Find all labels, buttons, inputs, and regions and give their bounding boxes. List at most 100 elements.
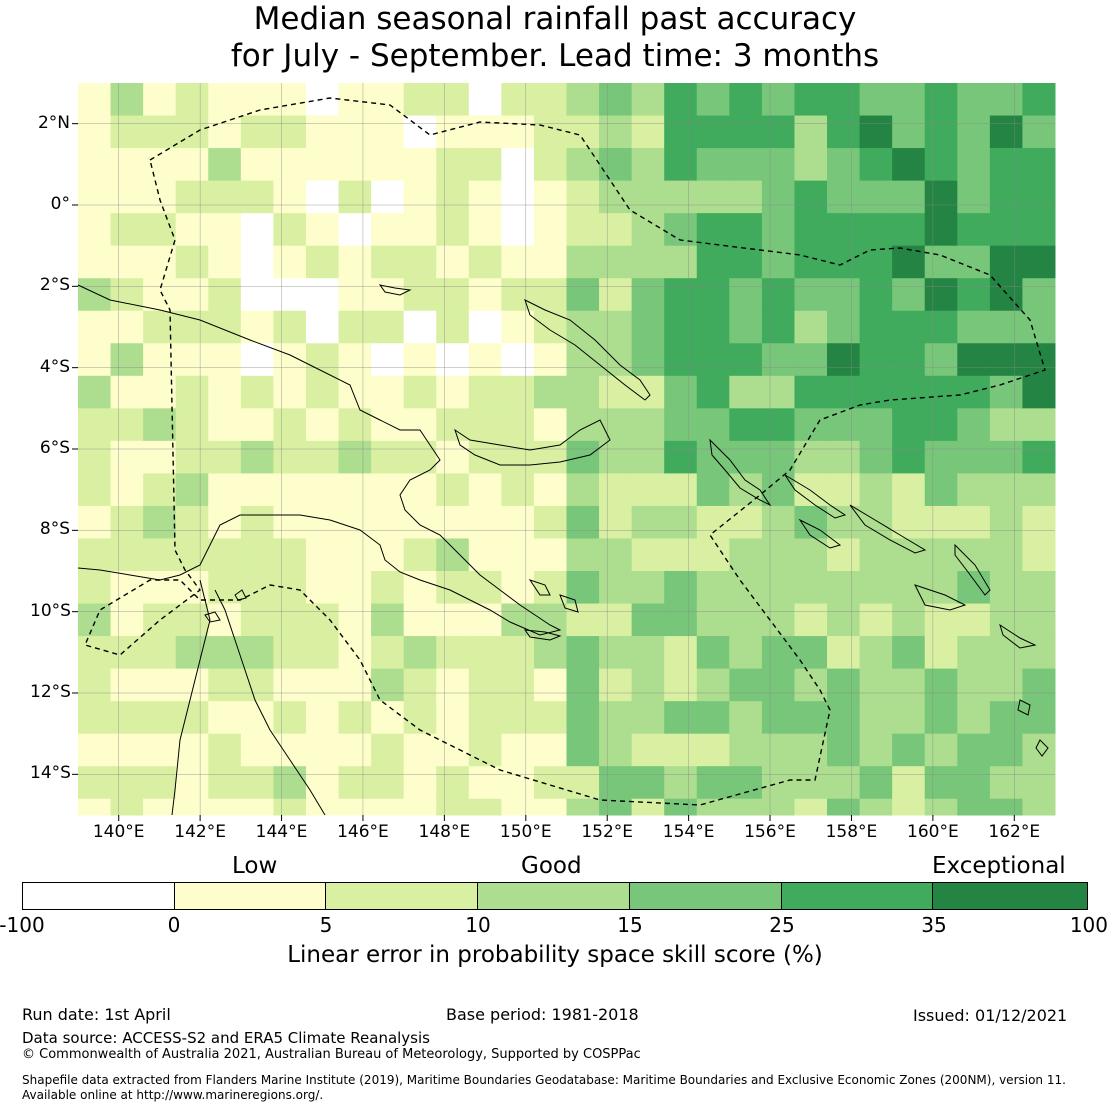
skill-cell [371,603,405,637]
skill-cell [664,278,698,312]
skill-cell [175,798,209,816]
skill-cell [436,473,470,507]
skill-cell [371,408,405,442]
skill-cell [403,766,437,800]
skill-cell [1022,310,1056,344]
skill-cell [827,375,861,409]
skill-cell [989,408,1023,442]
skill-cell [989,473,1023,507]
skill-cell [371,440,405,474]
skill-cell [729,375,763,409]
skill-cell [631,473,665,507]
skill-cell [371,505,405,539]
skill-cell [533,440,567,474]
skill-cell [175,245,209,279]
skill-cell [892,798,926,816]
skill-cell [110,343,144,377]
skill-cell [240,245,274,279]
skill-cell [664,636,698,670]
skill-cell [240,766,274,800]
skill-cell [957,375,991,409]
skill-cell [468,245,502,279]
skill-cell [501,115,535,149]
skill-cell [371,701,405,735]
skill-cell [664,571,698,605]
skill-cell [273,148,307,182]
skill-cell [240,115,274,149]
skill-cell [240,538,274,572]
skill-cell [761,636,795,670]
skill-cell [305,701,340,735]
skill-grid [78,83,1056,816]
skill-cell [859,603,893,637]
skill-cell [273,115,307,149]
skill-cell [892,245,926,279]
skill-cell [305,213,340,247]
skill-cell [924,668,958,702]
skill-cell [696,571,730,605]
skill-cell [566,505,600,539]
skill-cell [175,668,209,702]
skill-cell [729,115,763,149]
skill-cell [599,310,633,344]
colorbar-segment [781,883,934,909]
skill-cell [859,798,893,816]
skill-cell [436,798,470,816]
skill-cell [631,310,665,344]
skill-map [72,83,1056,821]
skill-cell [989,115,1023,149]
skill-cell [1022,505,1056,539]
skill-cell [599,245,633,279]
skill-cell [761,408,795,442]
skill-cell [599,473,633,507]
skill-cell [566,733,600,767]
skill-cell [305,603,340,637]
skill-cell [761,148,795,182]
skill-cell [859,148,893,182]
skill-cell [110,701,144,735]
skill-cell [566,148,600,182]
latitude-label: 14°S [30,763,71,784]
skill-cell [110,538,144,572]
skill-cell [989,83,1023,117]
skill-cell [240,408,274,442]
skill-cell [924,278,958,312]
skill-cell [696,701,730,735]
skill-cell [305,115,340,149]
skill-cell [338,408,372,442]
skill-cell [501,245,535,279]
skill-cell [696,408,730,442]
skill-cell [827,636,861,670]
skill-cell [599,668,633,702]
skill-cell [468,148,502,182]
skill-cell [664,733,698,767]
skill-cell [631,408,665,442]
skill-cell [892,603,926,637]
skill-cell [924,213,958,247]
skill-cell [827,668,861,702]
longitude-label: 150°E [499,822,552,842]
skill-cell [859,375,893,409]
skill-cell [501,83,535,117]
skill-cell [501,310,535,344]
skill-cell [794,278,828,312]
skill-cell [436,505,470,539]
skill-cell [501,473,535,507]
skill-cell [208,148,242,182]
skill-cell [664,473,698,507]
skill-cell [989,213,1023,247]
graticule [78,83,1055,815]
skill-cell [989,701,1023,735]
skill-cell [892,375,926,409]
latitude-label: 8°S [39,519,70,540]
skill-cell [957,83,991,117]
skill-cell [208,538,242,572]
skill-cell [794,115,828,149]
skill-cell [143,245,177,279]
colorbar-segment [629,883,782,909]
skill-cell [729,278,763,312]
skill-cell [957,798,991,816]
skill-cell [566,766,600,800]
latitude-label: 2°N [37,112,70,133]
skill-cell [273,245,307,279]
